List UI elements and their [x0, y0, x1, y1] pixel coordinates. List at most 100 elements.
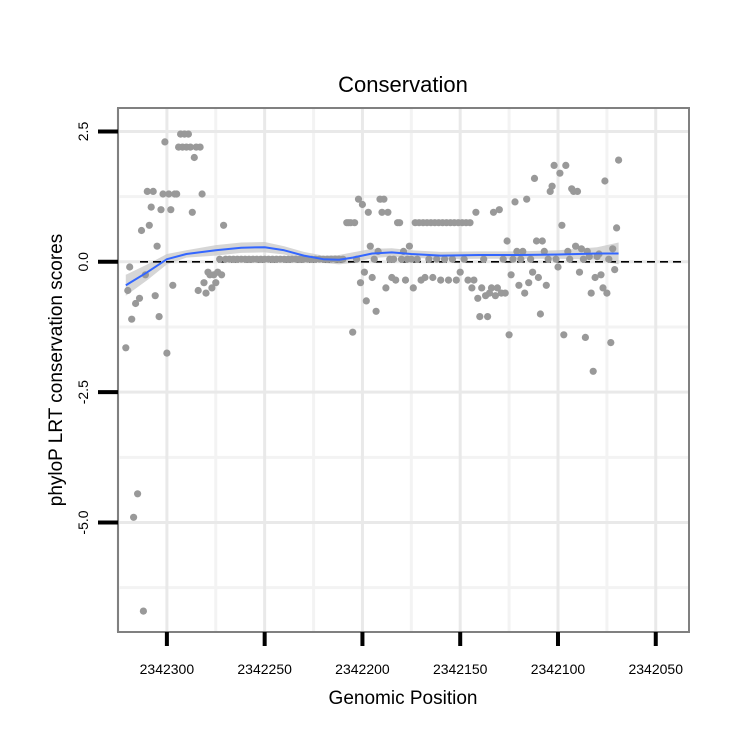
data-point — [519, 247, 527, 255]
data-point — [487, 284, 496, 292]
smooth-line — [125, 246, 619, 287]
data-point — [151, 292, 159, 300]
data-point — [599, 284, 607, 292]
data-point — [536, 310, 545, 318]
data-point — [558, 221, 566, 229]
data-point — [200, 279, 208, 287]
data-point — [349, 328, 357, 336]
data-point — [390, 255, 398, 263]
data-point — [564, 247, 572, 255]
smooth-fit-line — [125, 246, 619, 287]
data-point — [513, 247, 521, 255]
data-point — [456, 268, 464, 276]
data-point — [521, 289, 529, 297]
data-point — [220, 221, 228, 229]
data-point — [188, 208, 196, 216]
data-point — [577, 245, 586, 253]
x-tick-label: 2342200 — [335, 661, 390, 677]
data-point — [505, 331, 513, 339]
data-point — [397, 255, 406, 263]
y-axis: 2.5 0.0 -2.5 -5.0 — [75, 122, 118, 535]
data-point — [532, 237, 541, 245]
data-point — [613, 224, 621, 232]
data-point — [149, 187, 157, 195]
data-point — [362, 297, 370, 305]
data-point — [587, 289, 595, 297]
data-point — [523, 195, 531, 203]
data-point — [429, 273, 437, 282]
data-point — [554, 263, 562, 271]
data-point — [591, 273, 599, 282]
data-point — [137, 226, 146, 235]
y-tick-label: -5.0 — [75, 510, 91, 534]
data-point — [378, 208, 386, 216]
x-tick-label: 2342100 — [531, 661, 586, 677]
data-point — [493, 284, 501, 292]
data-point — [356, 279, 365, 287]
data-point — [437, 276, 445, 284]
data-point — [464, 276, 472, 284]
data-point — [212, 279, 220, 287]
data-point — [218, 271, 226, 279]
x-axis: 2342300 2342250 2342200 2342150 2342100 23420… — [140, 632, 683, 677]
data-point — [153, 242, 161, 250]
data-point — [480, 255, 488, 263]
data-point — [529, 268, 537, 276]
data-point — [484, 313, 492, 321]
data-point — [354, 195, 363, 203]
data-point — [527, 255, 535, 263]
data-point — [466, 219, 474, 227]
y-tick-label: 2.5 — [75, 122, 91, 142]
data-point — [573, 187, 582, 195]
data-point — [530, 174, 539, 182]
data-point — [603, 289, 611, 297]
data-point — [139, 607, 147, 615]
x-tick-label: 2342050 — [628, 661, 683, 677]
data-point — [507, 271, 515, 279]
data-point — [351, 219, 359, 227]
data-point — [157, 206, 165, 214]
data-point — [196, 143, 204, 151]
data-point — [550, 161, 558, 169]
data-point — [474, 294, 482, 302]
data-point — [169, 281, 177, 289]
data-point — [597, 271, 605, 279]
data-point — [382, 284, 390, 292]
data-point — [538, 237, 546, 245]
data-point — [581, 333, 590, 341]
data-point — [460, 255, 468, 263]
data-point — [396, 219, 404, 227]
data-point — [448, 255, 456, 263]
data-point — [425, 255, 433, 263]
data-point — [124, 286, 132, 295]
data-point — [441, 255, 449, 263]
data-point — [562, 161, 570, 169]
data-point — [560, 331, 568, 339]
data-point — [579, 255, 588, 263]
data-point — [364, 208, 372, 216]
data-point — [444, 276, 453, 284]
data-point — [605, 255, 613, 263]
data-point — [566, 255, 574, 263]
data-point — [615, 156, 623, 164]
data-point — [433, 255, 441, 263]
data-point — [572, 242, 580, 250]
data-point — [366, 242, 374, 250]
data-point — [405, 242, 413, 250]
data-point — [499, 255, 507, 263]
x-tick-label: 2342250 — [237, 661, 292, 677]
data-point — [542, 281, 550, 289]
chart-title: Conservation — [338, 72, 468, 97]
data-point — [472, 208, 480, 216]
x-axis-title: Genomic Position — [329, 688, 478, 709]
plot-panel-border — [117, 107, 690, 633]
data-point — [489, 208, 498, 216]
data-point — [611, 266, 619, 274]
data-point — [491, 292, 499, 300]
x-tick-label: 2342150 — [433, 661, 488, 677]
data-point — [476, 313, 484, 321]
data-point — [190, 153, 198, 162]
data-point — [515, 281, 523, 289]
